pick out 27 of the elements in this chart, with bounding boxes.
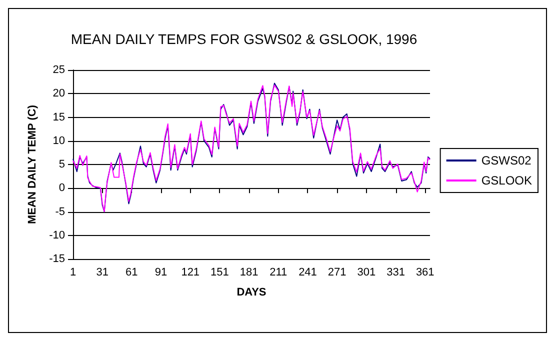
y-tick-label: 5 xyxy=(58,158,65,170)
x-tick-label: 271 xyxy=(328,266,346,278)
y-tick-label: 10 xyxy=(52,134,65,147)
y-tick-label: 25 xyxy=(52,64,65,76)
chart-title: MEAN DAILY TEMPS FOR GSWS02 & GSLOOK, 1996 xyxy=(70,31,418,47)
y-tick-label: 0 xyxy=(58,182,65,194)
x-tick-label: 61 xyxy=(126,266,138,278)
y-tick-label: -5 xyxy=(55,206,65,218)
x-tick-label: 91 xyxy=(154,266,168,278)
x-tick-label: 361 xyxy=(416,266,434,278)
legend-label: GSWS02 xyxy=(481,154,532,168)
x-tick-label: 31 xyxy=(96,266,108,278)
y-tick-label: 15 xyxy=(52,111,65,124)
y-tick-label: -10 xyxy=(49,229,65,242)
x-tick-label: 121 xyxy=(181,266,200,278)
y-tick-label: 20 xyxy=(52,88,65,100)
x-tick-label: 181 xyxy=(240,266,258,278)
x-tick-label: 1 xyxy=(70,266,76,278)
x-tick-label: 211 xyxy=(270,266,288,278)
legend-label: GSLOOK xyxy=(481,174,532,188)
x-tick-label: 241 xyxy=(298,266,317,278)
x-axis-title: DAYS xyxy=(236,286,266,298)
x-tick-label: 301 xyxy=(357,266,376,278)
x-tick-label: 151 xyxy=(210,266,229,278)
x-tick-label: 331 xyxy=(386,266,405,278)
y-tick-label: -15 xyxy=(49,253,65,265)
y-axis-title: MEAN DAILY TEMP (C) xyxy=(26,104,39,224)
